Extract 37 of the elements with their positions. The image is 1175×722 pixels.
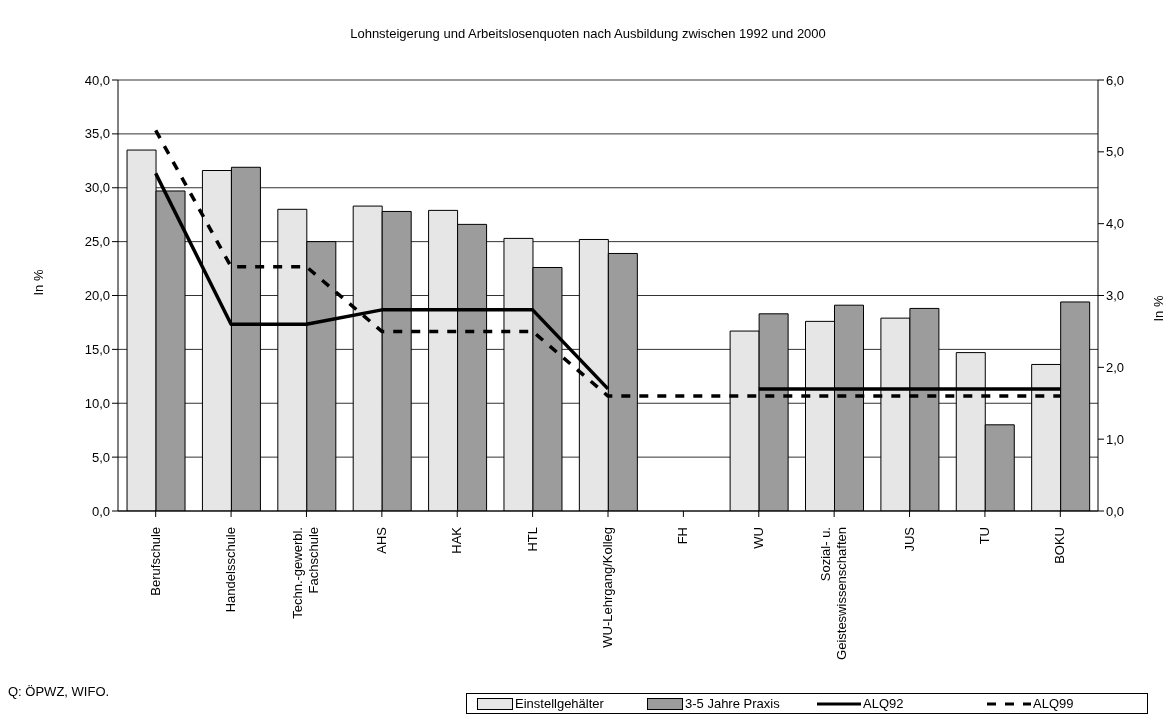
- y2-tick-label: 3,0: [1106, 288, 1125, 304]
- x-tick-label: TU: [976, 527, 992, 545]
- legend-label: ALQ99: [1033, 696, 1074, 711]
- y-tick-label: 0,0: [91, 503, 110, 519]
- x-tick-label: Sozial- u. Geisteswissenschaften: [818, 527, 850, 660]
- x-tick-label: JUS: [901, 526, 917, 552]
- y-axis-title: In %: [30, 269, 46, 296]
- x-tick-label: FH: [675, 527, 691, 545]
- x-tick-label: Handelsschule: [223, 527, 239, 613]
- y2-tick-label: 5,0: [1106, 144, 1125, 160]
- y2-axis-title: In %: [1150, 295, 1166, 322]
- x-tick-label: WU-Lehrgang/Kolleg: [600, 527, 615, 648]
- text: Q: ÖPWZ, WIFO.: [8, 684, 110, 699]
- y-tick-label: 5,0: [91, 449, 110, 465]
- x-tick-label: AHS: [373, 526, 389, 554]
- legend-label: 3-5 Jahre Praxis: [685, 696, 780, 711]
- x-tick-label: Berufschule: [147, 527, 163, 596]
- x-tick-label: WU: [750, 527, 766, 549]
- y-tick-label: 25,0: [84, 234, 110, 250]
- y2-tick-label: 4,0: [1106, 216, 1125, 232]
- y2-tick-label: 0,0: [1106, 503, 1125, 519]
- y-tick-label: 35,0: [84, 126, 110, 142]
- x-tick-label: Techn.-gewerbl. Fachschule: [290, 527, 322, 619]
- x-tick-label: HTL: [524, 527, 540, 552]
- y-tick-label: 10,0: [84, 395, 110, 411]
- y-tick-label: 40,0: [84, 72, 110, 88]
- y-tick-label: 15,0: [84, 341, 110, 357]
- y-tick-label: 20,0: [84, 288, 110, 304]
- legend-label: Einstellgehälter: [515, 696, 604, 711]
- y-tick-label: 30,0: [84, 180, 110, 196]
- y2-tick-label: 2,0: [1106, 359, 1125, 375]
- x-tick-label: HAK: [449, 526, 465, 554]
- legend-label: ALQ92: [863, 696, 904, 711]
- x-tick-label: BOKU: [1052, 527, 1068, 564]
- y2-tick-label: 1,0: [1106, 431, 1125, 447]
- y2-tick-label: 6,0: [1106, 72, 1125, 88]
- chart-title: Lohnsteigerung und Arbeitslosenquoten nach Ausbildung zwischen 1992 und 2000: [349, 26, 827, 41]
